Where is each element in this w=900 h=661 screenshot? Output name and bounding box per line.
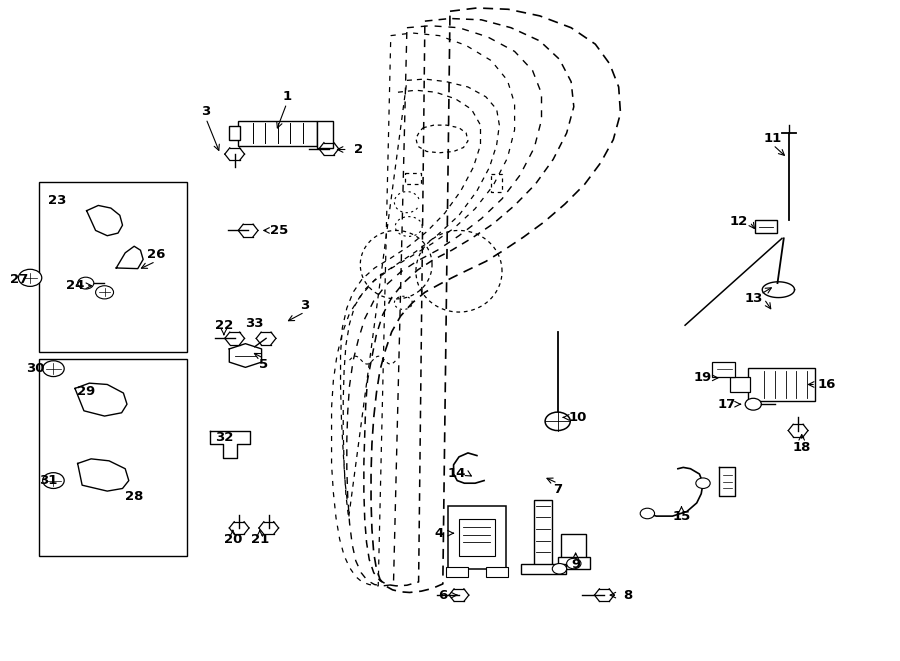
Text: 6: 6	[438, 588, 447, 602]
Circle shape	[77, 277, 94, 289]
Bar	[755, 220, 777, 233]
Bar	[230, 126, 240, 139]
Text: 20: 20	[224, 533, 242, 546]
Text: 16: 16	[817, 378, 836, 391]
Bar	[317, 121, 333, 147]
Text: 24: 24	[66, 279, 84, 292]
Text: 32: 32	[215, 430, 233, 444]
Text: 21: 21	[251, 533, 269, 546]
Text: 13: 13	[744, 292, 762, 305]
Text: 25: 25	[270, 224, 289, 237]
Text: 22: 22	[215, 319, 233, 332]
Circle shape	[42, 361, 64, 377]
Circle shape	[545, 412, 571, 430]
Text: 14: 14	[448, 467, 466, 481]
Circle shape	[95, 286, 113, 299]
Bar	[730, 377, 750, 393]
Bar	[748, 368, 815, 401]
Text: 26: 26	[147, 249, 165, 261]
Circle shape	[640, 508, 654, 519]
Bar	[446, 566, 468, 576]
Text: 4: 4	[435, 527, 444, 540]
Text: 31: 31	[39, 474, 58, 487]
Text: 1: 1	[282, 91, 292, 103]
Bar	[535, 500, 553, 565]
Circle shape	[18, 269, 41, 286]
Bar	[238, 120, 317, 145]
Text: 12: 12	[730, 215, 748, 229]
Bar	[486, 566, 508, 576]
Text: 18: 18	[793, 441, 811, 454]
Bar	[712, 362, 735, 377]
Text: 33: 33	[245, 317, 264, 330]
Text: 5: 5	[259, 358, 268, 371]
Bar	[448, 506, 506, 568]
Text: 15: 15	[672, 510, 690, 523]
Bar	[558, 557, 590, 568]
Text: 3: 3	[202, 106, 211, 118]
Text: 7: 7	[554, 483, 562, 496]
Bar	[39, 182, 187, 352]
Text: 3: 3	[300, 299, 310, 312]
Text: 19: 19	[694, 371, 712, 385]
Text: 8: 8	[623, 588, 633, 602]
Text: 11: 11	[764, 132, 782, 145]
Circle shape	[567, 559, 581, 568]
Text: 30: 30	[26, 362, 45, 375]
Circle shape	[553, 564, 567, 574]
Text: 29: 29	[77, 385, 95, 397]
Bar	[521, 564, 566, 574]
Bar	[562, 534, 587, 559]
Text: 28: 28	[125, 490, 143, 503]
Circle shape	[42, 473, 64, 488]
Text: 10: 10	[568, 411, 587, 424]
Text: 2: 2	[354, 143, 363, 156]
Circle shape	[745, 399, 761, 410]
Bar	[459, 520, 495, 556]
Text: 23: 23	[48, 194, 67, 207]
Circle shape	[696, 478, 710, 488]
Text: 17: 17	[717, 398, 735, 410]
Text: 27: 27	[10, 272, 29, 286]
Bar	[39, 360, 187, 556]
Text: 9: 9	[571, 558, 580, 570]
